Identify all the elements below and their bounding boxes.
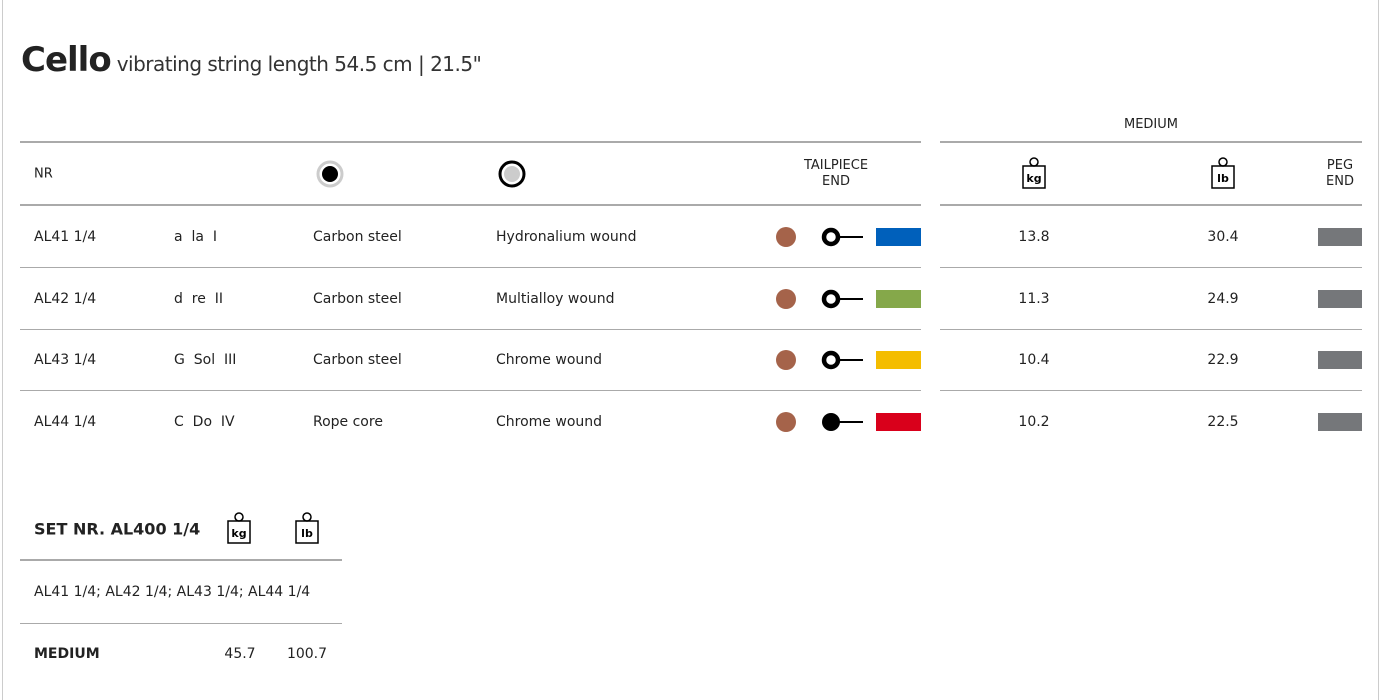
row-divider: [940, 328, 1362, 330]
lb-label: lb: [301, 527, 313, 540]
loop-end-icon: [821, 350, 863, 370]
ball-end-icon: [822, 412, 863, 431]
header-peg: PEG END: [1326, 158, 1354, 190]
set-title: SET NR. AL400 1/4: [34, 519, 201, 539]
divider: [20, 559, 342, 561]
row-divider: [20, 390, 921, 391]
cell-lb: 30.4: [1207, 229, 1239, 245]
row-divider: [20, 267, 921, 268]
set-contents: AL41 1/4; AL42 1/4; AL43 1/4; AL44 1/4: [34, 584, 311, 600]
header-peg-line1: PEG: [1326, 158, 1354, 173]
cell-core: Carbon steel: [313, 352, 402, 368]
lb-weight-icon: lb: [1211, 157, 1235, 189]
cell-winding: Multialloy wound: [496, 290, 615, 307]
page-title: Cello vibrating string length 54.5 cm | 2…: [21, 40, 482, 80]
loop-end-icon: [821, 289, 863, 308]
instrument-name: Cello: [21, 40, 112, 80]
cell-nr: AL42 1/4: [34, 290, 97, 307]
cell-lb: 24.9: [1207, 290, 1239, 307]
cell-kg: 10.2: [1018, 413, 1050, 430]
row-divider: [940, 390, 1362, 391]
row-divider: [940, 267, 1362, 268]
divider: [940, 141, 1362, 143]
divider: [940, 204, 1362, 206]
lb-label: lb: [1217, 172, 1229, 185]
set-tension-label: MEDIUM: [34, 646, 100, 662]
cell-core: Rope core: [313, 413, 383, 430]
row-divider: [20, 328, 921, 330]
color-dot: [776, 411, 796, 432]
cell-winding: Chrome wound: [496, 413, 603, 430]
header-tailpiece: TAILPIECE END: [804, 158, 868, 190]
color-dot: [776, 288, 796, 309]
header-tailpiece-line1: TAILPIECE: [803, 158, 869, 173]
peg-color: [1318, 351, 1362, 369]
cell-nr: AL43 1/4: [34, 352, 97, 368]
cell-winding: Hydronalium wound: [496, 229, 637, 245]
cell-winding: Chrome wound: [496, 352, 603, 368]
winding-icon: [498, 160, 526, 188]
kg-label: kg: [231, 527, 246, 540]
cell-note: G Sol III: [174, 352, 237, 368]
peg-color: [1318, 289, 1362, 308]
cell-kg: 13.8: [1018, 229, 1050, 245]
tailpiece-color: [876, 351, 921, 369]
string-length: vibrating string length 54.5 cm | 21.5": [116, 52, 482, 76]
tailpiece-color: [876, 412, 921, 431]
divider: [20, 141, 921, 143]
loop-end-icon: [821, 227, 863, 247]
kg-weight-icon: kg: [227, 512, 251, 544]
kg-weight-icon: kg: [1022, 157, 1046, 189]
cell-core: Carbon steel: [313, 229, 402, 245]
peg-color: [1318, 228, 1362, 246]
lb-weight-icon: lb: [295, 512, 319, 544]
kg-label: kg: [1026, 172, 1041, 185]
cell-note: a la I: [174, 229, 217, 245]
divider: [20, 204, 921, 206]
cell-lb: 22.5: [1207, 413, 1239, 430]
header-tailpiece-line2: END: [822, 174, 850, 189]
cell-core: Carbon steel: [313, 290, 402, 307]
cell-note: C Do IV: [174, 413, 235, 430]
tailpiece-color: [876, 289, 921, 308]
header-peg-line2: END: [1326, 174, 1354, 189]
color-dot: [776, 350, 796, 370]
cell-lb: 22.9: [1207, 352, 1239, 368]
cell-note: d re II: [174, 290, 224, 307]
divider: [20, 623, 342, 624]
cell-kg: 11.3: [1018, 290, 1050, 307]
tailpiece-color: [876, 228, 921, 246]
cell-kg: 10.4: [1018, 352, 1050, 368]
peg-color: [1318, 412, 1362, 431]
header-nr: NR: [34, 166, 53, 182]
set-total-lb: 100.7: [286, 646, 328, 662]
header-medium: MEDIUM: [1123, 117, 1179, 132]
core-icon: [316, 160, 344, 188]
set-total-kg: 45.7: [224, 646, 256, 662]
color-dot: [776, 227, 796, 247]
cell-nr: AL41 1/4: [34, 229, 97, 245]
cell-nr: AL44 1/4: [34, 413, 97, 430]
